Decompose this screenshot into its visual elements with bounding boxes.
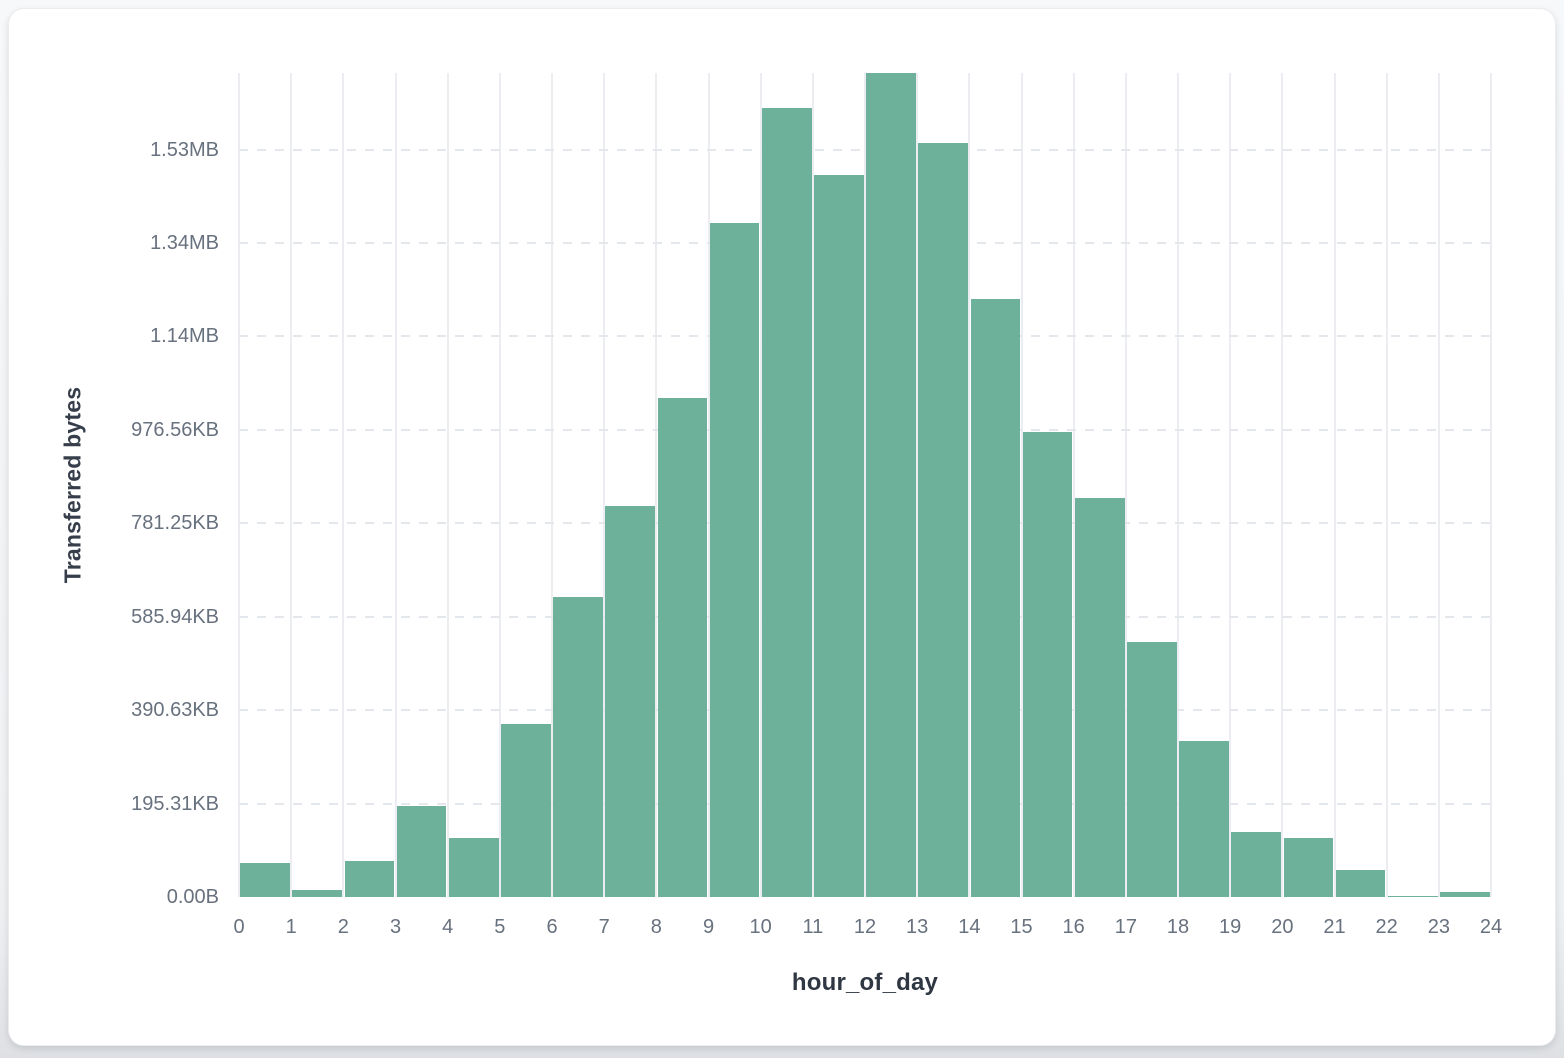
grid-vline <box>238 73 240 897</box>
bar-hour-6[interactable] <box>553 596 603 897</box>
bar-hour-22[interactable] <box>1387 895 1438 897</box>
y-tick-label: 1.34MB <box>150 232 219 255</box>
x-axis-title: hour_of_day <box>791 969 939 996</box>
bar-hour-18[interactable] <box>1179 741 1229 897</box>
bar-hour-0[interactable] <box>240 862 290 897</box>
grid-vline <box>342 73 345 897</box>
y-tick-label: 0.00B <box>166 886 219 908</box>
grid-hline <box>239 428 1491 431</box>
x-tick-label: 19 <box>1219 916 1242 938</box>
bar-hour-11[interactable] <box>814 175 864 897</box>
bar-hour-10[interactable] <box>761 107 812 897</box>
x-tick-label: 2 <box>337 916 349 938</box>
y-tick-label: 1.14MB <box>150 325 219 348</box>
plot-area <box>238 73 1492 897</box>
grid-vline <box>864 73 866 897</box>
grid-vline <box>1229 73 1232 897</box>
bar-hour-21[interactable] <box>1335 870 1386 897</box>
bar-hour-3[interactable] <box>396 805 447 897</box>
grid-vline <box>603 73 606 897</box>
grid-vline <box>968 73 971 897</box>
x-tick-label: 10 <box>749 916 772 938</box>
x-tick-label: 5 <box>494 916 506 938</box>
grid-vline <box>1281 73 1284 897</box>
x-tick-label: 13 <box>906 916 929 938</box>
x-tick-label: 9 <box>702 916 715 938</box>
bar-hour-1[interactable] <box>292 890 343 897</box>
x-tick-label: 1 <box>285 916 297 938</box>
y-tick-label: 1.53MB <box>150 138 219 161</box>
grid-vline <box>1490 73 1492 897</box>
x-tick-label: 7 <box>598 916 610 938</box>
grid-vline <box>1333 73 1336 897</box>
bar-hour-23[interactable] <box>1440 891 1490 897</box>
grid-vline <box>916 73 919 897</box>
x-tick-label: 6 <box>546 916 558 938</box>
grid-hline <box>239 335 1491 338</box>
grid-hline <box>239 522 1491 525</box>
grid-vline <box>1020 73 1023 897</box>
x-tick-label: 0 <box>233 916 245 938</box>
grid-vline <box>551 73 553 897</box>
grid-vline <box>811 73 814 897</box>
x-tick-label: 20 <box>1271 916 1294 938</box>
y-tick-label: 781.25KB <box>131 512 219 535</box>
y-axis-title: Transferred bytes <box>59 386 86 584</box>
grid-vline <box>498 73 501 897</box>
x-tick-label: 14 <box>958 916 981 938</box>
bar-hour-4[interactable] <box>448 838 499 897</box>
bar-hour-7[interactable] <box>605 505 656 897</box>
chart-card: Transferred bytes hour_of_day 0.00B 195.3… <box>8 8 1556 1046</box>
grid-vline <box>446 73 449 897</box>
x-tick-label: 17 <box>1114 916 1137 938</box>
grid-hline <box>239 709 1491 712</box>
grid-vline <box>1124 73 1127 897</box>
y-tick-label: 585.94KB <box>131 605 219 628</box>
bar-hour-5[interactable] <box>501 724 551 897</box>
bar-hour-15[interactable] <box>1022 431 1073 897</box>
y-tick-label: 195.31KB <box>131 792 219 815</box>
grid-hline <box>239 148 1491 151</box>
grid-hline <box>239 802 1491 805</box>
x-tick-label: 4 <box>442 916 454 938</box>
grid-vline <box>1072 73 1075 897</box>
x-tick-label: 21 <box>1323 916 1346 938</box>
x-tick-label: 18 <box>1166 916 1190 938</box>
x-tick-label: 23 <box>1427 916 1450 938</box>
y-tick-label: 976.56KB <box>131 418 219 441</box>
y-tick-label: 390.63KB <box>131 699 219 722</box>
grid-vline <box>1385 73 1388 897</box>
bar-hour-13[interactable] <box>918 143 969 897</box>
x-tick-label: 8 <box>650 916 662 938</box>
bar-hour-19[interactable] <box>1231 832 1282 897</box>
grid-vline <box>290 73 293 897</box>
grid-vline <box>655 73 658 897</box>
x-tick-label: 15 <box>1010 916 1033 938</box>
x-tick-label: 11 <box>802 916 824 938</box>
x-tick-label: 16 <box>1062 916 1085 938</box>
grid-vline <box>1437 73 1440 897</box>
x-tick-label: 24 <box>1479 916 1503 938</box>
bar-hour-17[interactable] <box>1127 641 1177 897</box>
grid-vline <box>1177 73 1179 897</box>
bar-hour-16[interactable] <box>1074 497 1125 897</box>
grid-vline <box>707 73 710 897</box>
grid-hline <box>239 242 1491 245</box>
bar-hour-20[interactable] <box>1283 837 1334 897</box>
grid-vline <box>759 73 762 897</box>
bar-hour-14[interactable] <box>970 298 1021 897</box>
bar-hour-12[interactable] <box>866 73 916 897</box>
x-tick-label: 22 <box>1375 916 1398 938</box>
bar-hour-8[interactable] <box>657 398 708 897</box>
grid-vline <box>394 73 397 897</box>
x-tick-label: 3 <box>389 916 402 938</box>
x-tick-label: 12 <box>853 916 877 938</box>
bar-hour-9[interactable] <box>709 223 760 897</box>
grid-hline <box>239 615 1491 618</box>
bar-hour-2[interactable] <box>344 860 395 897</box>
